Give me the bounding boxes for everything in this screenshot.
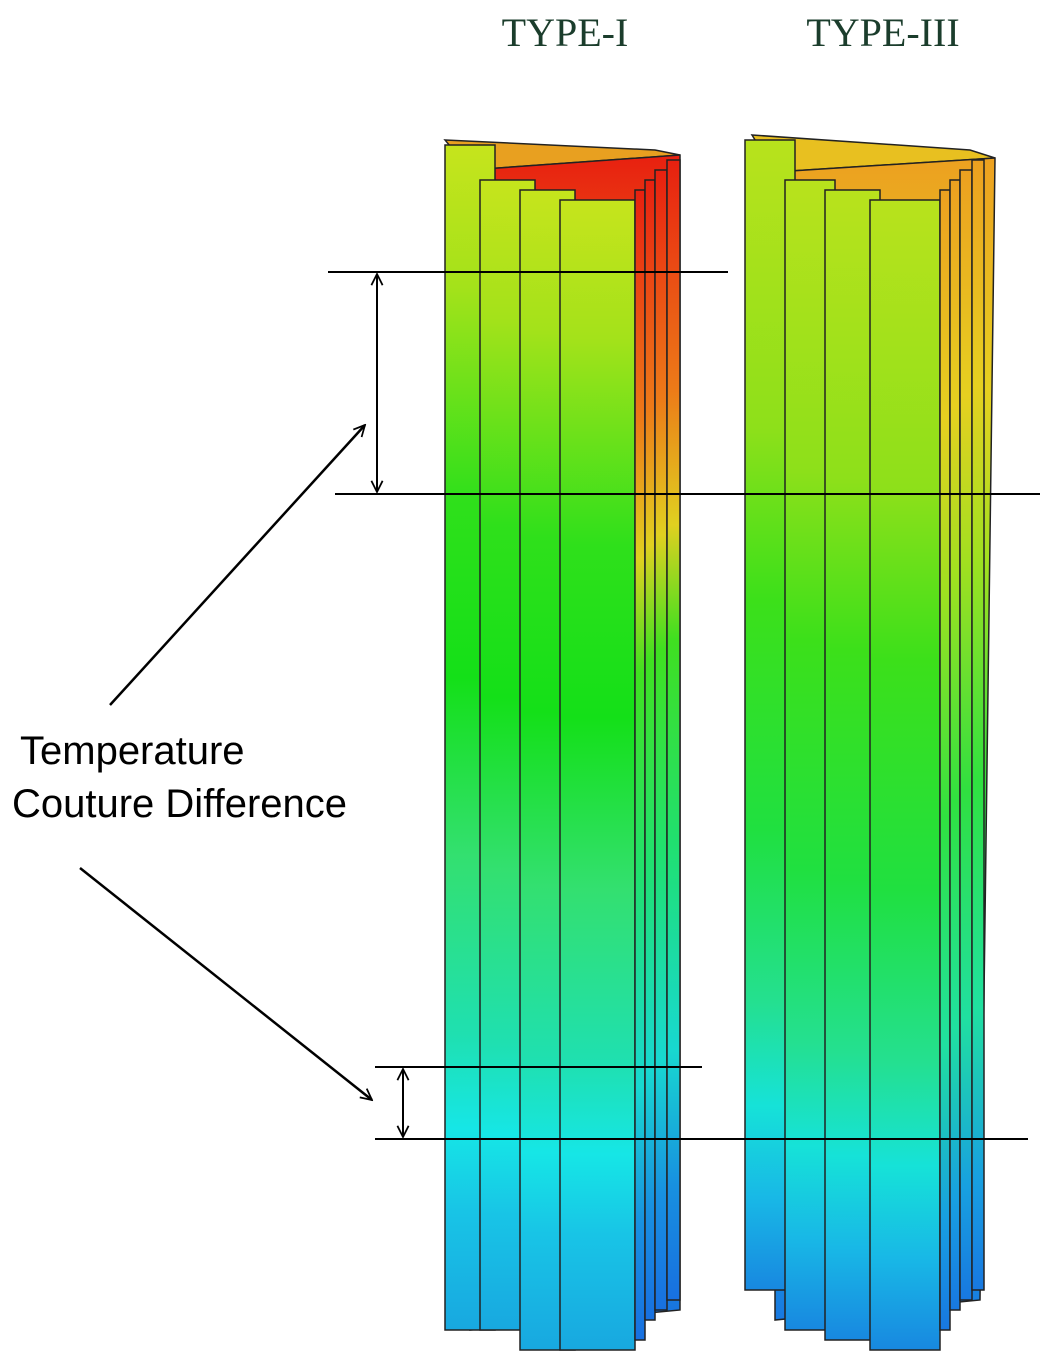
dimension-lines	[79, 271, 1040, 1140]
column-type-iii	[744, 134, 996, 1351]
column-type-i	[443, 139, 681, 1351]
column-title: TYPE-I	[502, 10, 629, 55]
annotation-line: Temperature	[20, 729, 245, 773]
column-title: TYPE-III	[806, 10, 959, 55]
annotation-line: Couture Difference	[12, 782, 347, 826]
